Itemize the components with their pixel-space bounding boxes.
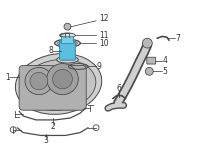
Ellipse shape [15, 54, 102, 114]
Text: 1: 1 [5, 73, 10, 82]
Text: 7: 7 [175, 34, 180, 43]
Text: 3: 3 [43, 136, 48, 145]
Text: 5: 5 [163, 67, 168, 76]
Circle shape [25, 67, 53, 95]
Text: 11: 11 [99, 31, 109, 40]
Circle shape [145, 67, 153, 75]
Circle shape [64, 23, 71, 30]
Text: 8: 8 [48, 46, 53, 55]
Text: 9: 9 [97, 62, 101, 71]
FancyBboxPatch shape [60, 42, 75, 60]
Text: 6: 6 [116, 84, 121, 93]
FancyBboxPatch shape [19, 66, 86, 110]
Circle shape [30, 72, 48, 90]
Text: 12: 12 [99, 14, 109, 23]
Text: 4: 4 [163, 56, 168, 65]
Circle shape [47, 64, 78, 95]
Ellipse shape [55, 39, 80, 47]
Ellipse shape [57, 56, 78, 63]
FancyBboxPatch shape [62, 37, 73, 44]
Circle shape [142, 38, 152, 48]
FancyBboxPatch shape [147, 57, 156, 64]
Ellipse shape [60, 33, 75, 38]
Ellipse shape [58, 40, 77, 46]
Text: 2: 2 [50, 122, 55, 131]
Text: 10: 10 [99, 39, 109, 48]
Circle shape [53, 69, 72, 89]
Ellipse shape [21, 59, 96, 110]
